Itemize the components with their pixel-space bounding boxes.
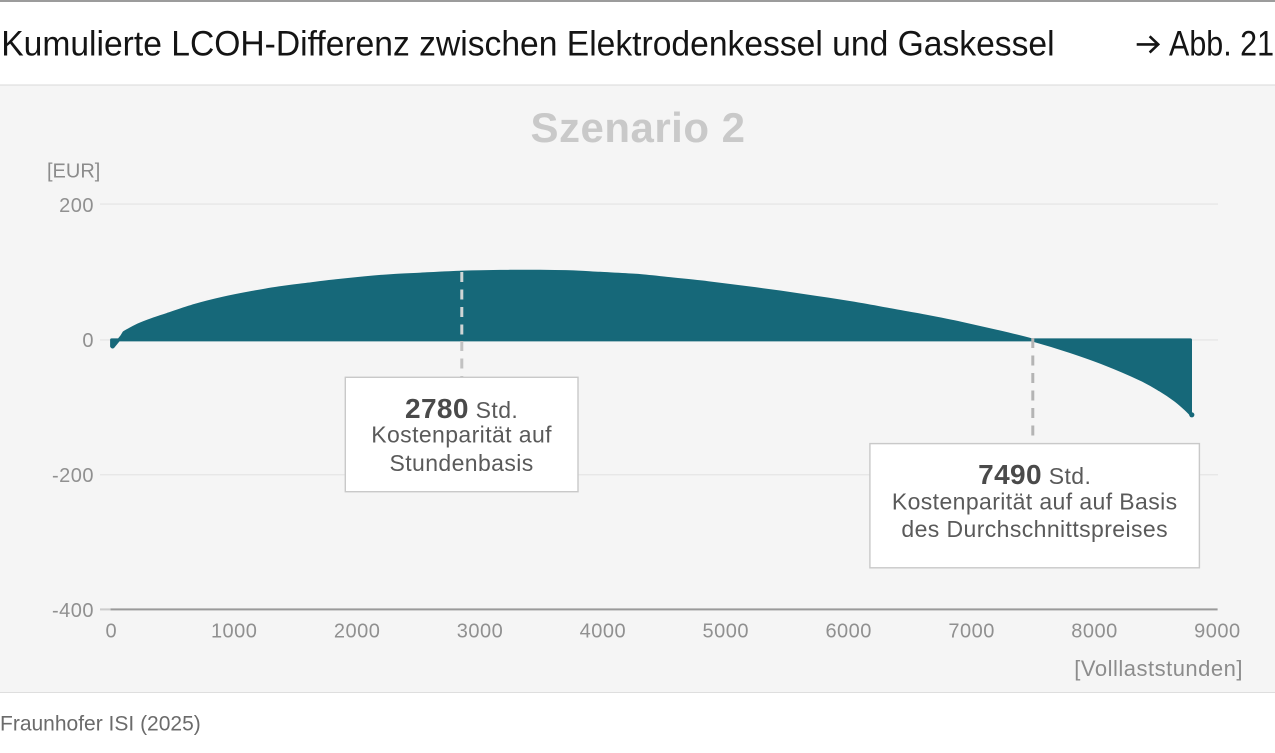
svg-text:Abb. 21: Abb. 21 (1169, 23, 1274, 62)
svg-text:Szenario 2: Szenario 2 (530, 104, 745, 151)
svg-text:0: 0 (82, 330, 94, 352)
svg-text:7000: 7000 (948, 621, 995, 643)
svg-text:0: 0 (105, 621, 117, 643)
svg-text:Kumulierte LCOH-Differenz zwis: Kumulierte LCOH-Differenz zwischen Elekt… (1, 25, 1054, 64)
svg-text:-200: -200 (52, 465, 94, 487)
svg-text:8000: 8000 (1071, 621, 1118, 643)
svg-text:des Durchschnittspreises: des Durchschnittspreises (901, 516, 1168, 542)
svg-text:-400: -400 (52, 600, 94, 622)
svg-text:[EUR]: [EUR] (47, 161, 100, 183)
svg-text:Stundenbasis: Stundenbasis (390, 450, 534, 476)
svg-text:4000: 4000 (580, 621, 627, 643)
svg-text:Kostenparität auf: Kostenparität auf (371, 421, 552, 447)
svg-text:7490 Std.: 7490 Std. (978, 459, 1091, 490)
svg-text:5000: 5000 (703, 621, 750, 643)
svg-text:Fraunhofer ISI (2025): Fraunhofer ISI (2025) (0, 713, 201, 736)
svg-text:2000: 2000 (334, 621, 381, 643)
svg-text:[Volllaststunden]: [Volllaststunden] (1074, 656, 1243, 681)
svg-text:1000: 1000 (211, 621, 258, 643)
svg-text:2780 Std.: 2780 Std. (405, 393, 518, 424)
svg-text:6000: 6000 (825, 621, 872, 643)
svg-text:9000: 9000 (1194, 621, 1241, 643)
svg-text:Kostenparität auf auf Basis: Kostenparität auf auf Basis (892, 488, 1178, 514)
svg-text:200: 200 (59, 195, 94, 217)
svg-text:3000: 3000 (457, 621, 504, 643)
